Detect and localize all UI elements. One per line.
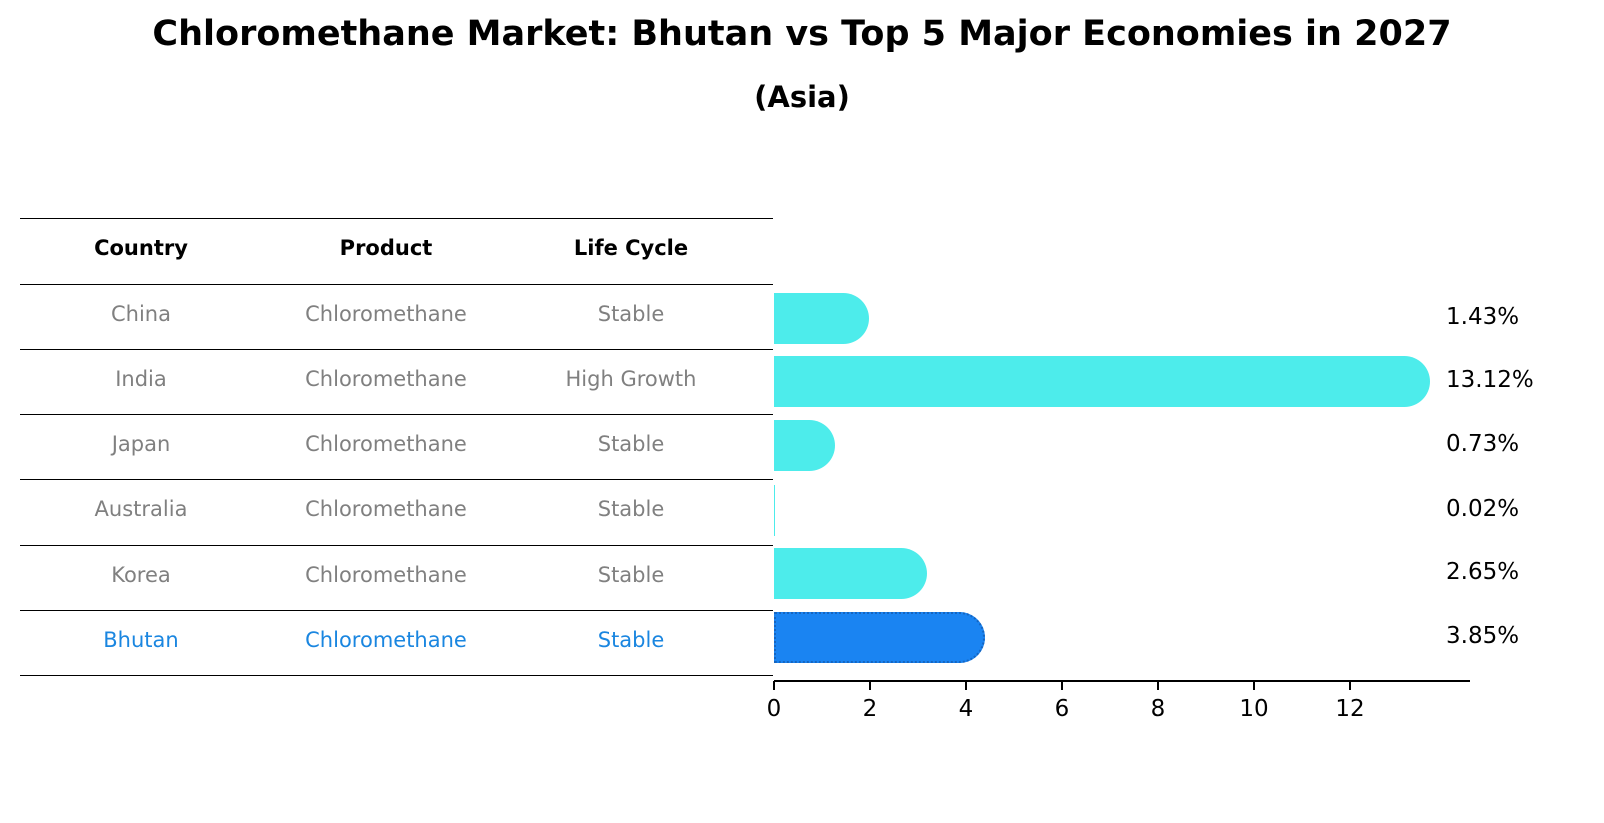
- value-label: 0.02%: [1446, 496, 1520, 522]
- x-axis-tick: [869, 681, 871, 690]
- chart-title: Chloromethane Market: Bhutan vs Top 5 Ma…: [152, 14, 1452, 54]
- table-cell-country: Bhutan: [103, 628, 179, 652]
- table-rule: [20, 349, 773, 350]
- table-cell-country: Japan: [111, 432, 171, 456]
- table-rule: [20, 479, 773, 480]
- x-axis-tick: [1349, 681, 1351, 690]
- bar-korea: [774, 548, 928, 599]
- table-cell-life-cycle: Stable: [597, 302, 665, 326]
- value-label: 13.12%: [1446, 367, 1534, 393]
- table-cell-product: Chloromethane: [305, 563, 467, 587]
- x-axis-tick-label: 2: [862, 696, 878, 722]
- bar-australia: [774, 485, 775, 536]
- table-cell-country: Korea: [111, 563, 171, 587]
- table-cell-life-cycle: Stable: [597, 563, 665, 587]
- bar-china: [774, 293, 869, 344]
- x-axis-tick-label: 4: [958, 696, 974, 722]
- x-axis-tick: [1157, 681, 1159, 690]
- table-cell-product: Chloromethane: [305, 497, 467, 521]
- table-rule: [20, 610, 773, 611]
- table-cell-country: China: [111, 302, 171, 326]
- value-label: 3.85%: [1446, 623, 1520, 649]
- x-axis-tick: [965, 681, 967, 690]
- table-cell-product: Chloromethane: [305, 432, 467, 456]
- table-rule: [20, 218, 773, 219]
- table-cell-product: Chloromethane: [305, 367, 467, 391]
- value-label: 0.73%: [1446, 431, 1520, 457]
- value-label: 1.43%: [1446, 304, 1520, 330]
- bar-japan: [774, 420, 836, 471]
- chart-subtitle: (Asia): [754, 80, 850, 114]
- x-axis-tick-label: 8: [1150, 696, 1166, 722]
- x-axis-tick: [773, 681, 775, 690]
- table-cell-country: Australia: [94, 497, 188, 521]
- table-rule: [20, 545, 773, 546]
- table-cell-life-cycle: Stable: [597, 628, 665, 652]
- column-header: Country: [94, 236, 188, 260]
- x-axis-line: [774, 680, 1470, 682]
- table-rule: [20, 414, 773, 415]
- x-axis-tick-label: 10: [1239, 696, 1269, 722]
- column-header: Product: [339, 236, 433, 260]
- value-label: 2.65%: [1446, 559, 1520, 585]
- x-axis-tick: [1061, 681, 1063, 690]
- table-cell-product: Chloromethane: [305, 302, 467, 326]
- table-cell-country: India: [115, 367, 167, 391]
- x-axis-tick-label: 0: [766, 696, 782, 722]
- bar-india: [774, 356, 1430, 407]
- table-cell-life-cycle: High Growth: [565, 367, 697, 391]
- table-cell-life-cycle: Stable: [597, 497, 665, 521]
- table-cell-life-cycle: Stable: [597, 432, 665, 456]
- column-header: Life Cycle: [573, 236, 689, 260]
- x-axis-tick-label: 12: [1335, 696, 1365, 722]
- x-axis-tick: [1253, 681, 1255, 690]
- bar-bhutan: [774, 612, 985, 663]
- x-axis-tick-label: 6: [1054, 696, 1070, 722]
- table-cell-product: Chloromethane: [305, 628, 467, 652]
- table-rule: [20, 284, 773, 285]
- table-rule: [20, 675, 773, 676]
